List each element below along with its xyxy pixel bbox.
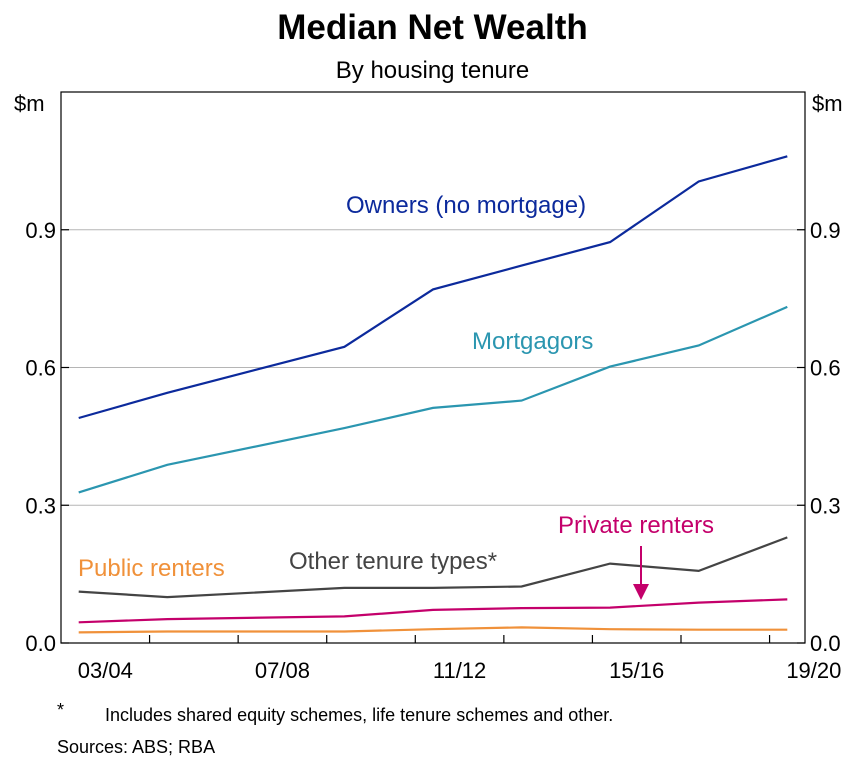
sources: Sources: ABS; RBA <box>57 737 216 757</box>
y-tick-label: 0.6 <box>25 356 56 381</box>
series-line-private-renters <box>78 598 788 624</box>
series-group <box>78 155 788 634</box>
series-label-owners: Owners (no mortgage) <box>346 192 586 219</box>
line-chart: $m $m 0.0 0.0 0.3 0.3 0.6 0.6 0.9 0.9 03/04 07/0… <box>14 91 843 683</box>
series-label-private-renters: Private renters <box>558 512 714 539</box>
series-line-public-renters <box>78 626 788 634</box>
y-tick-label: 0.9 <box>25 218 56 243</box>
y-tick-label: 0.3 <box>25 493 56 518</box>
y-tick-label: 0.3 <box>810 493 841 518</box>
y-tick-label: 0.6 <box>810 356 841 381</box>
y-unit-right: $m <box>812 91 843 116</box>
series-line-mortgagors <box>78 305 788 494</box>
x-tick-label: 03/04 <box>78 658 133 683</box>
chart-subtitle: By housing tenure <box>335 57 530 84</box>
x-tick-label: 15/16 <box>609 658 664 683</box>
x-tick-label: 19/20 <box>786 658 841 683</box>
series-line-other-tenure-types <box>78 536 788 599</box>
footnote-text: Includes shared equity schemes, life ten… <box>105 705 614 725</box>
y-unit-left: $m <box>14 91 45 116</box>
x-tick-label: 07/08 <box>255 658 310 683</box>
series-label-public-renters: Public renters <box>78 555 225 582</box>
y-tick-label: 0.0 <box>25 631 56 656</box>
x-tick-label: 11/12 <box>433 658 486 683</box>
y-tick-label: 0.0 <box>810 631 841 656</box>
chart-title: Median Net Wealth <box>277 8 588 47</box>
private-renters-arrowhead <box>633 584 649 600</box>
y-axis-ticks: 0.0 0.0 0.3 0.3 0.6 0.6 0.9 0.9 <box>25 218 840 656</box>
series-label-other-tenure: Other tenure types* <box>289 548 497 575</box>
y-tick-label: 0.9 <box>810 218 841 243</box>
x-axis-ticks: 03/04 07/08 11/12 15/16 19/20 <box>78 635 841 683</box>
series-label-mortgagors: Mortgagors <box>472 328 593 355</box>
series-line-owners-no-mortgage <box>78 155 788 420</box>
footnote-marker: * <box>57 700 65 720</box>
